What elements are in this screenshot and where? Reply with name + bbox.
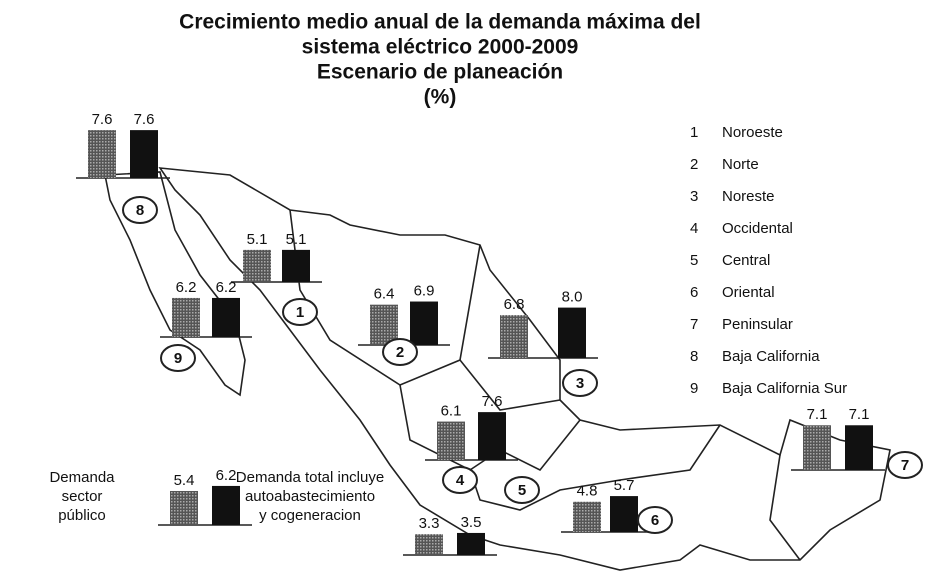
region-number: 9 bbox=[174, 350, 182, 367]
legend-number: 3 bbox=[690, 188, 698, 205]
region-marker bbox=[504, 476, 540, 504]
bar-public bbox=[172, 297, 200, 337]
region-marker bbox=[887, 451, 923, 479]
bar-public bbox=[243, 249, 271, 282]
key-label: sector bbox=[62, 488, 103, 505]
value-label: 4.8 bbox=[577, 483, 598, 500]
value-label: 8.0 bbox=[562, 289, 583, 306]
value-label: 6.2 bbox=[216, 467, 237, 484]
bar-total bbox=[212, 485, 240, 525]
region-number: 7 bbox=[901, 457, 909, 474]
value-label: 6.9 bbox=[414, 282, 435, 299]
region-marker bbox=[562, 369, 598, 397]
bar-public bbox=[88, 130, 116, 178]
region-number: 3 bbox=[576, 375, 584, 392]
legend-name: Central bbox=[722, 252, 770, 269]
legend-name: Norte bbox=[722, 156, 759, 173]
bar-public bbox=[370, 304, 398, 345]
key-label: y cogeneracion bbox=[259, 507, 361, 524]
bar-total bbox=[130, 130, 158, 178]
bar-total bbox=[478, 412, 506, 460]
key-label: público bbox=[58, 507, 106, 524]
legend-number: 9 bbox=[690, 380, 698, 397]
value-label: 7.6 bbox=[482, 393, 503, 410]
region-number: 2 bbox=[396, 344, 404, 361]
bar-total bbox=[558, 307, 586, 358]
value-label: 3.5 bbox=[461, 514, 482, 531]
key-label: autoabastecimiento bbox=[245, 488, 375, 505]
region-marker bbox=[282, 298, 318, 326]
value-label: 7.1 bbox=[849, 406, 870, 423]
value-label: 6.8 bbox=[504, 296, 525, 313]
legend-number: 1 bbox=[690, 124, 698, 141]
legend-name: Noreste bbox=[722, 188, 775, 205]
region-marker bbox=[442, 466, 478, 494]
value-label: 5.1 bbox=[286, 231, 307, 248]
region-number: 8 bbox=[136, 202, 144, 219]
region-number: 6 bbox=[651, 512, 659, 529]
legend-number: 5 bbox=[690, 252, 698, 269]
region-marker bbox=[160, 344, 196, 372]
title: (%) bbox=[424, 86, 457, 109]
legend-number: 7 bbox=[690, 316, 698, 333]
region-marker bbox=[637, 506, 673, 534]
region-number: 1 bbox=[296, 304, 304, 321]
title: Escenario de planeación bbox=[317, 61, 563, 84]
legend-name: Baja California Sur bbox=[722, 380, 847, 397]
legend-name: Peninsular bbox=[722, 316, 793, 333]
bar-total bbox=[282, 249, 310, 282]
bar-total bbox=[845, 425, 873, 470]
bar-public bbox=[437, 421, 465, 460]
bar-total bbox=[410, 301, 438, 345]
value-label: 3.3 bbox=[419, 515, 440, 532]
value-label: 6.2 bbox=[216, 279, 237, 296]
legend-name: Occidental bbox=[722, 220, 793, 237]
bar-public bbox=[573, 501, 601, 532]
bar-public bbox=[415, 534, 443, 555]
value-label: 7.1 bbox=[807, 406, 828, 423]
bar-total bbox=[610, 496, 638, 532]
value-label: 7.6 bbox=[92, 111, 113, 128]
legend-name: Baja California bbox=[722, 348, 820, 365]
legend-number: 2 bbox=[690, 156, 698, 173]
key-label: Demanda total incluye bbox=[236, 469, 384, 486]
legend-name: Oriental bbox=[722, 284, 775, 301]
bar-public bbox=[803, 425, 831, 470]
bar-total bbox=[212, 297, 240, 337]
legend-number: 6 bbox=[690, 284, 698, 301]
region-marker bbox=[122, 196, 158, 224]
region-number: 4 bbox=[456, 472, 465, 489]
value-label: 5.1 bbox=[247, 231, 268, 248]
value-label: 5.4 bbox=[174, 472, 195, 489]
region-marker bbox=[382, 338, 418, 366]
value-label: 6.4 bbox=[374, 286, 395, 303]
value-label: 7.6 bbox=[134, 111, 155, 128]
bar-public bbox=[500, 315, 528, 358]
title: sistema eléctrico 2000-2009 bbox=[302, 36, 579, 59]
bar-total bbox=[457, 532, 485, 555]
bar-public bbox=[170, 490, 198, 525]
value-label: 6.2 bbox=[176, 279, 197, 296]
value-label: 5.7 bbox=[614, 477, 635, 494]
legend-name: Noroeste bbox=[722, 124, 783, 141]
key-label: Demanda bbox=[49, 469, 115, 486]
legend-number: 8 bbox=[690, 348, 698, 365]
value-label: 6.1 bbox=[441, 403, 462, 420]
title: Crecimiento medio anual de la demanda má… bbox=[179, 11, 701, 34]
region-number: 5 bbox=[518, 482, 526, 499]
legend-number: 4 bbox=[690, 220, 698, 237]
